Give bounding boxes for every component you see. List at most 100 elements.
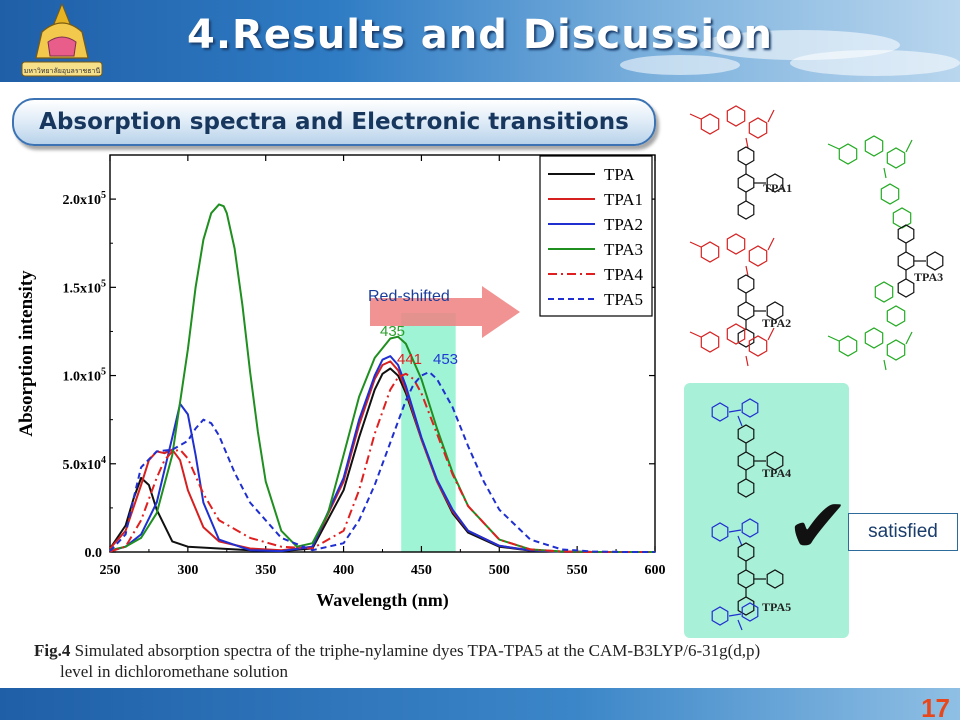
bond: [745, 265, 749, 277]
series-line-tpa3: [109, 203, 655, 553]
benzene-ring: [897, 224, 915, 244]
x-tick-label: 300: [177, 563, 198, 578]
bond: [745, 355, 749, 367]
benzene-ring: [737, 569, 755, 589]
red-shift-arrow: [370, 286, 520, 338]
absorption-chart: 250 300 350 400 450 500 550 600 0.0 5.0x104 1.0x10…: [16, 154, 666, 611]
y-tick-label: 1.0x105: [63, 367, 107, 385]
series-line-tpa2: [109, 355, 655, 553]
legend-label: TPA3: [604, 240, 643, 259]
bond: [728, 613, 742, 617]
caption-label: Fig.4: [34, 641, 71, 660]
checkmark-icon: ✔: [786, 481, 850, 570]
benzene-ring: [748, 335, 768, 357]
x-tick-label: 600: [645, 563, 666, 578]
bond: [883, 359, 887, 371]
bond: [689, 241, 702, 248]
benzene-ring: [741, 518, 759, 538]
benzene-ring: [737, 451, 755, 471]
legend-label: TPA2: [604, 215, 643, 234]
highlight-band: [401, 312, 456, 552]
x-axis-label: Wavelength (nm): [316, 590, 449, 611]
benzene-ring: [737, 596, 755, 616]
bond: [728, 529, 742, 533]
benzene-ring: [748, 245, 768, 267]
benzene-ring: [737, 173, 755, 193]
x-tick-label: 500: [489, 563, 510, 578]
y-tick-label: 1.5x105: [63, 278, 107, 296]
structure-label-tpa3: TPA3: [914, 270, 944, 284]
legend-label: TPA5: [604, 290, 643, 309]
benzene-ring: [711, 402, 729, 422]
page-number: 17: [921, 693, 950, 723]
benzene-ring: [737, 200, 755, 220]
benzene-ring: [886, 147, 906, 169]
structure-label-tpa1: TPA1: [763, 181, 793, 195]
benzene-ring: [737, 274, 755, 294]
benzene-ring: [886, 305, 906, 327]
x-tick-label: 450: [411, 563, 432, 578]
benzene-ring: [737, 478, 755, 498]
structure-tpa3: [827, 135, 944, 371]
x-tick-label: 400: [333, 563, 354, 578]
section-heading-text: Absorption spectra and Electronic transi…: [39, 109, 629, 135]
benzene-ring: [880, 183, 900, 205]
bond: [827, 143, 840, 150]
benzene-ring: [838, 335, 858, 357]
benzene-ring: [897, 251, 915, 271]
peak-label: 435: [380, 323, 405, 340]
legend-label: TPA4: [604, 265, 644, 284]
benzene-ring: [874, 281, 894, 303]
bond: [737, 415, 743, 427]
y-tick-label: 5.0x104: [63, 455, 107, 473]
benzene-ring: [737, 424, 755, 444]
highlight-panel: [684, 383, 849, 638]
x-tick-label: 350: [255, 563, 276, 578]
bond: [689, 331, 702, 338]
section-heading: Absorption spectra and Electronic transi…: [12, 98, 656, 146]
x-tick-label: 250: [100, 563, 121, 578]
structure-tpa1: [689, 105, 784, 220]
bond: [767, 109, 775, 123]
peak-label: 441: [397, 351, 422, 368]
y-axis-label: Absorption intensity: [16, 270, 37, 437]
series-line-tpa5: [109, 371, 655, 553]
footer-bar: [0, 688, 960, 720]
benzene-ring: [766, 451, 784, 471]
benzene-ring: [737, 301, 755, 321]
satisfied-label: satisfied: [848, 513, 958, 551]
structure-tpa2: [689, 233, 784, 367]
benzene-ring: [741, 398, 759, 418]
benzene-ring: [766, 569, 784, 589]
benzene-ring: [726, 105, 746, 127]
bond: [905, 139, 913, 153]
peak-label: 453: [433, 351, 458, 368]
red-shift-label: Red-shifted: [368, 288, 450, 305]
title-banner: [0, 0, 960, 82]
bond: [689, 113, 702, 120]
benzene-ring: [737, 328, 755, 348]
structure-label-tpa2: TPA2: [762, 316, 792, 330]
benzene-ring: [726, 233, 746, 255]
bond: [767, 237, 775, 251]
benzene-ring: [766, 301, 784, 321]
bond: [745, 137, 749, 149]
caption-line1: Simulated absorption spectra of the trip…: [70, 641, 761, 660]
benzene-ring: [726, 323, 746, 345]
structure-tpa4: [711, 398, 784, 498]
caption-line2: level in dichloromethane solution: [60, 662, 289, 681]
bond: [737, 619, 743, 631]
benzene-ring: [864, 135, 884, 157]
bond: [883, 167, 887, 179]
benzene-ring: [700, 113, 720, 135]
slide-title: 4.Results and Discussion: [186, 12, 774, 58]
benzene-ring: [892, 207, 912, 229]
benzene-ring: [897, 278, 915, 298]
benzene-ring: [741, 602, 759, 622]
benzene-ring: [886, 339, 906, 361]
benzene-ring: [838, 143, 858, 165]
legend-label: TPA: [604, 165, 635, 184]
structure-label-tpa5: TPA5: [762, 600, 792, 614]
structures-figure: [689, 105, 944, 631]
university-logo: มหาวิทยาลัยอุบลราชธานี: [21, 2, 103, 77]
